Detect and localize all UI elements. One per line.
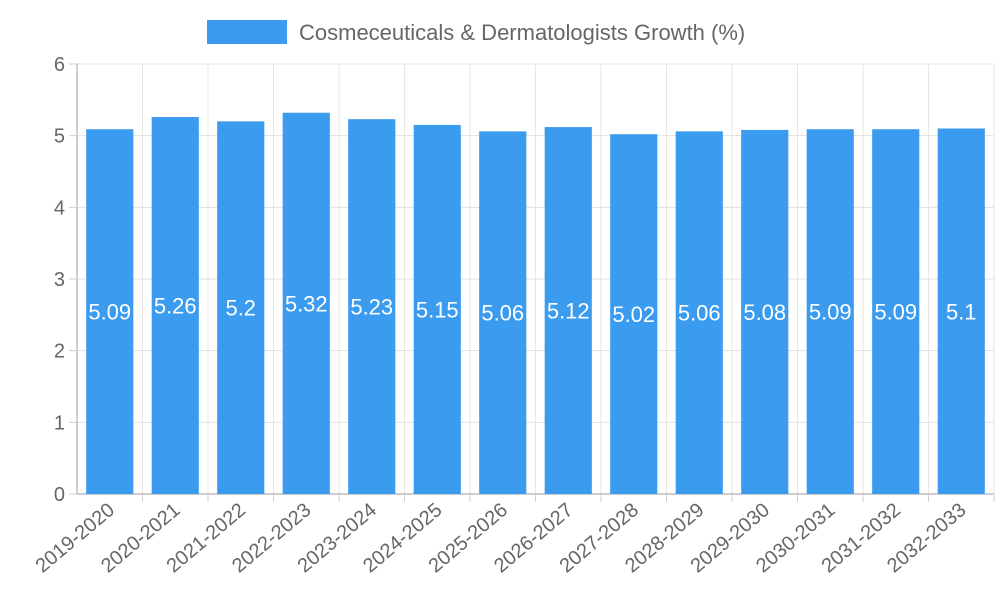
legend-swatch [207,20,287,44]
y-tick-label-4: 4 [54,197,65,219]
y-tick-label-2: 2 [54,341,65,363]
bar-value-label-2019-2020: 5.09 [88,300,131,325]
bar-2028-2029 [675,131,723,494]
x-axis-ticks: 2019-20202020-20212021-20222022-20232023… [32,494,995,577]
bar-2025-2026 [479,131,527,494]
bar-value-label-2028-2029: 5.06 [678,301,721,326]
bar-2032-2033 [937,128,985,494]
y-tick-label-6: 6 [54,54,65,76]
bar-value-label-2030-2031: 5.09 [809,300,852,325]
bar-labels: 5.09 5.26 5.2 5.32 5.23 5.15 5.06 5.12 5.02 5.06 5… [88,291,976,327]
bar-value-label-2025-2026: 5.06 [481,301,524,326]
bar-value-label-2022-2023: 5.32 [285,291,328,316]
bar-2020-2021 [151,117,199,495]
bar-value-label-2032-2033: 5.1 [946,299,977,324]
bar-2030-2031 [806,129,854,494]
bar-2029-2030 [741,129,789,494]
y-tick-label-1: 1 [54,412,65,434]
bar-2023-2024 [348,119,396,494]
bar-value-label-2031-2032: 5.09 [874,300,917,325]
bar-value-label-2020-2021: 5.26 [154,294,197,319]
bar-2031-2032 [872,129,920,494]
bar-2027-2028 [610,134,658,494]
y-axis-ticks: 0 1 2 3 4 5 6 [54,54,77,506]
y-tick-label-0: 0 [54,484,65,506]
grid-lines [77,63,995,494]
legend-label: Cosmeceuticals & Dermatologists Growth (… [299,20,745,45]
y-tick-label-5: 5 [54,126,65,148]
bars [86,112,985,495]
bar-value-label-2027-2028: 5.02 [612,302,655,327]
bar-2026-2027 [544,127,592,495]
bar-value-label-2023-2024: 5.23 [350,295,393,320]
bar-value-label-2024-2025: 5.15 [416,297,459,322]
y-tick-label-3: 3 [54,269,65,291]
bar-2021-2022 [217,121,265,494]
bar-2019-2020 [86,129,134,494]
bar-value-label-2021-2022: 5.2 [225,296,256,321]
bar-value-label-2026-2027: 5.12 [547,299,590,324]
bar-2022-2023 [282,112,330,494]
bar-2024-2025 [413,124,461,495]
legend[interactable]: Cosmeceuticals & Dermatologists Growth (… [207,20,745,45]
bar-value-label-2029-2030: 5.08 [743,300,786,325]
